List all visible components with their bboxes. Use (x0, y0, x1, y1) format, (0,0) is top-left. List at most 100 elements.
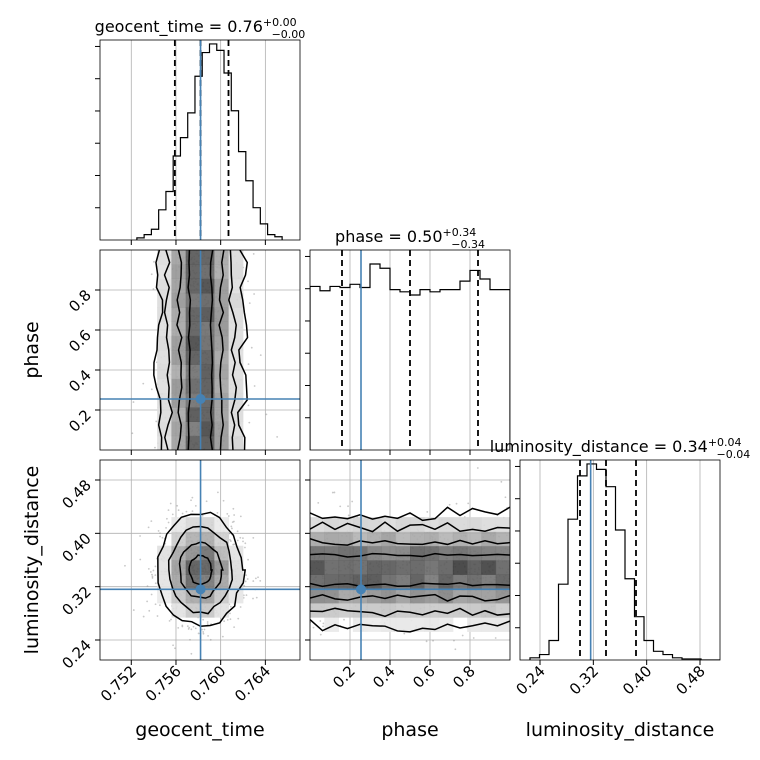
density-cell (324, 574, 340, 590)
density-cell (495, 545, 510, 561)
density-cell (310, 545, 325, 561)
density-cell (310, 602, 325, 618)
scatter-point (233, 520, 235, 523)
density-cell (467, 602, 482, 618)
scatter-point (265, 413, 268, 416)
contour-line (163, 250, 238, 450)
density-cell (214, 588, 230, 604)
density-cell (438, 560, 454, 575)
hist-bar (490, 290, 500, 450)
density-cell (395, 531, 411, 547)
hist-group (310, 250, 510, 450)
scatter-point (472, 637, 475, 639)
scatter-point (201, 628, 203, 631)
density-cell (495, 617, 510, 632)
contour-line (176, 250, 225, 450)
scatter-point (150, 593, 153, 596)
joint-frame (99, 249, 301, 451)
scatter-point (201, 514, 204, 517)
density-cell (438, 588, 454, 604)
x-tick-label: 0.40 (619, 662, 655, 698)
scatter-point (132, 609, 135, 611)
scatter-point (226, 512, 229, 515)
density-cell (324, 588, 340, 604)
scatter-point (243, 584, 246, 587)
scatter-point (476, 467, 479, 469)
scatter-point (190, 628, 193, 631)
grid-lines (130, 40, 266, 240)
hist-bar (410, 295, 420, 450)
scatter-point (229, 612, 231, 615)
density-cell (395, 517, 411, 532)
scatter-point (197, 632, 200, 635)
scatter-point (188, 626, 191, 629)
scatter-point (124, 564, 126, 567)
scatter-point (146, 600, 149, 603)
scatter-point (339, 505, 342, 508)
density-cell (171, 264, 187, 280)
y-tick-label: 0.32 (58, 583, 94, 619)
y-tick-label: 0.24 (58, 636, 94, 672)
scatter-point (132, 401, 135, 403)
scatter-point (232, 507, 235, 510)
scatter-point (494, 637, 497, 639)
hist-bar (231, 111, 238, 240)
hist-bar (260, 224, 267, 240)
hist-bar (500, 290, 510, 450)
hist-bar (568, 519, 578, 660)
scatter-point (333, 491, 336, 494)
density-cell (381, 617, 397, 632)
scatter-point (169, 502, 172, 505)
hist-bar (440, 290, 450, 450)
scatter-point (165, 526, 167, 529)
hist-bar (202, 53, 209, 240)
scatter-point (142, 615, 145, 618)
density-cell (228, 407, 244, 422)
density-cell (338, 560, 354, 575)
density-cell (200, 264, 215, 280)
hist-bar (320, 291, 330, 450)
scatter-point (202, 618, 205, 621)
density-cell (214, 307, 230, 322)
scatter-point (177, 509, 180, 512)
density-cell (157, 574, 172, 590)
density-cell (200, 321, 215, 337)
scatter-point (168, 619, 171, 622)
scatter-point (242, 537, 244, 540)
hist-bar (253, 208, 260, 240)
density-cell (410, 531, 425, 547)
hist-frame (309, 249, 511, 451)
scatter-point (131, 432, 134, 435)
scatter-point (227, 515, 230, 517)
density-cell (157, 278, 172, 294)
scatter-point (248, 302, 251, 305)
density-cell (171, 364, 187, 380)
scatter-point (203, 628, 206, 631)
density-cell (438, 602, 454, 618)
density-cell (410, 545, 425, 561)
scatter-point (167, 509, 170, 512)
scatter-point (236, 539, 239, 542)
scatter-point (202, 632, 205, 635)
scatter-point (190, 652, 193, 655)
contour-line (178, 541, 224, 599)
scatter-point (245, 574, 248, 577)
scatter-point (194, 627, 197, 630)
density-cell (214, 364, 230, 380)
density-cell (367, 560, 382, 575)
hist-step-line (136, 43, 283, 240)
density-cell (424, 602, 440, 618)
hist-bar (420, 290, 430, 450)
density-cell (438, 517, 454, 532)
density-cell (185, 292, 201, 308)
scatter-point (174, 647, 176, 650)
density-cell (228, 421, 244, 437)
density-cell (367, 574, 382, 590)
scatter-point (151, 575, 154, 578)
scatter-point (221, 635, 224, 638)
hist-bar (625, 579, 635, 660)
scatter-point (190, 499, 192, 502)
density-cell (452, 574, 468, 590)
hist-bar (268, 235, 275, 240)
scatter-point (153, 260, 155, 263)
